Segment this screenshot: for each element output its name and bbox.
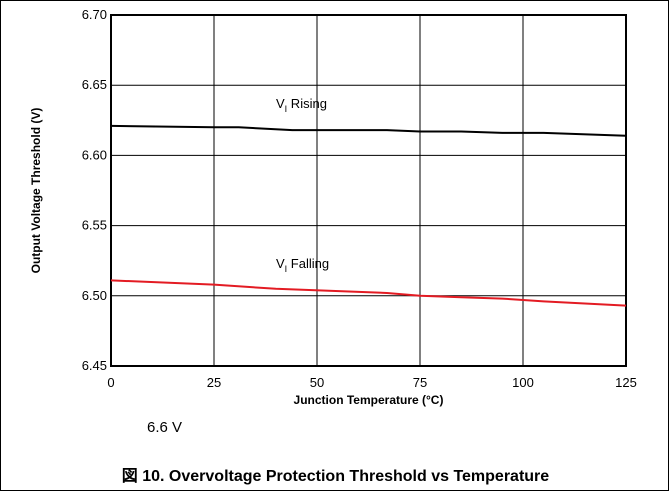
series-labels: VI Rising VI Falling: [276, 96, 329, 274]
y-tick-label: 6.60: [82, 147, 107, 162]
x-tick-label: 25: [207, 375, 221, 390]
x-tick-label: 0: [107, 375, 114, 390]
series-label: VI Falling: [276, 256, 329, 274]
y-tick-label: 6.50: [82, 288, 107, 303]
y-tick-labels: 6.45 6.50 6.55 6.60 6.65 6.70: [82, 7, 107, 373]
series-line: [110, 124, 627, 137]
y-tick-label: 6.55: [82, 218, 107, 233]
series-label: VI Rising: [276, 96, 327, 114]
x-axis-title: Junction Temperature (°C): [294, 393, 444, 407]
y-tick-label: 6.65: [82, 77, 107, 92]
figure-caption: 図 10. Overvoltage Protection Threshold v…: [121, 468, 550, 485]
plot-area: [110, 14, 627, 367]
x-tick-label: 125: [615, 375, 637, 390]
y-tick-label: 6.45: [82, 358, 107, 373]
x-tick-labels: 0 25 50 75 100 125: [107, 375, 636, 390]
y-tick-label: 6.70: [82, 7, 107, 22]
x-tick-label: 100: [512, 375, 534, 390]
x-tick-label: 50: [310, 375, 324, 390]
threshold-note: 6.6 V: [147, 419, 183, 436]
x-tick-label: 75: [413, 375, 427, 390]
series-line: [110, 279, 627, 307]
series-lines: [110, 124, 627, 307]
grid: [111, 15, 626, 366]
y-axis-title: Output Voltage Threshold (V): [29, 108, 43, 274]
